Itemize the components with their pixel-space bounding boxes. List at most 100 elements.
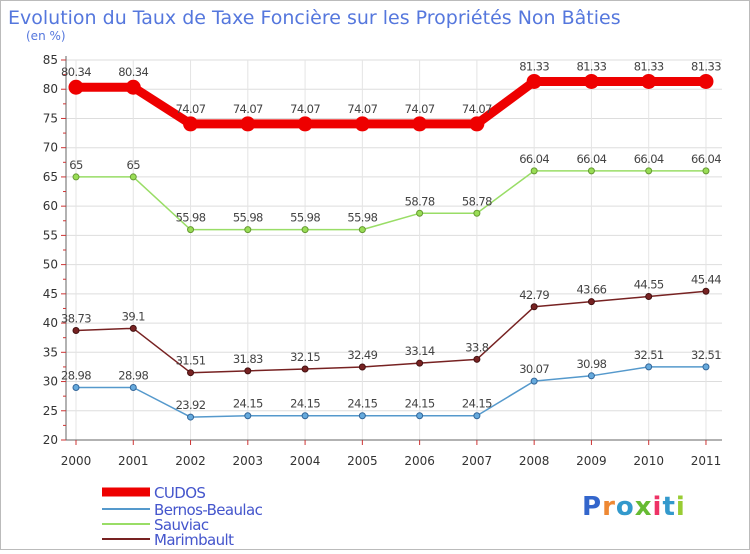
x-tick-label: 2011 <box>691 454 722 468</box>
x-tick-label: 2006 <box>404 454 435 468</box>
data-label-sauviac: 66.04 <box>691 152 721 166</box>
x-tick-label: 2002 <box>175 454 206 468</box>
x-tick-label: 2000 <box>61 454 92 468</box>
data-point-cudos <box>412 116 428 132</box>
data-label-sauviac: 66.04 <box>576 152 606 166</box>
x-tick-label: 2003 <box>233 454 264 468</box>
logo-letter: r <box>602 492 616 522</box>
data-point-bernos-beaulac <box>129 384 137 392</box>
data-point-marimbault <box>702 287 710 295</box>
y-tick-label: 50 <box>43 258 58 272</box>
data-point-cudos <box>240 116 256 132</box>
data-label-cudos: 74.07 <box>290 102 320 116</box>
data-label-bernos-beaulac: 30.98 <box>576 357 606 371</box>
data-point-cudos <box>583 73 599 89</box>
data-point-bernos-beaulac <box>187 413 195 421</box>
data-point-bernos-beaulac <box>702 363 710 371</box>
logo-letter: t <box>662 492 675 522</box>
data-label-marimbault: 39.1 <box>122 309 145 323</box>
x-tick-label: 2005 <box>347 454 378 468</box>
x-tick-label: 2010 <box>633 454 664 468</box>
chart-title: Evolution du Taux de Taxe Foncière sur l… <box>8 7 621 29</box>
data-point-marimbault <box>473 355 481 363</box>
data-label-cudos: 80.34 <box>61 65 91 79</box>
y-tick-label: 25 <box>43 404 58 418</box>
data-label-cudos: 80.34 <box>118 65 148 79</box>
x-tick-label: 2001 <box>118 454 149 468</box>
logo-letter: x <box>635 492 653 522</box>
data-point-marimbault <box>358 363 366 371</box>
y-tick-label: 65 <box>43 170 58 184</box>
y-tick-label: 40 <box>43 316 58 330</box>
data-label-marimbault: 43.66 <box>576 283 606 297</box>
data-label-sauviac: 55.98 <box>176 211 206 225</box>
series-line-marimbault <box>75 290 707 374</box>
data-point-marimbault <box>129 324 137 332</box>
y-tick-label: 80 <box>43 82 58 96</box>
data-label-bernos-beaulac: 32.51 <box>634 348 664 362</box>
data-point-cudos <box>698 73 714 89</box>
data-point-sauviac <box>358 226 366 234</box>
y-tick-label: 30 <box>43 375 58 389</box>
data-point-marimbault <box>416 359 424 367</box>
data-label-cudos: 74.07 <box>176 102 206 116</box>
y-tick-label: 85 <box>43 53 58 67</box>
y-tick-label: 70 <box>43 141 58 155</box>
data-label-sauviac: 58.78 <box>462 194 492 208</box>
data-point-sauviac <box>702 167 710 175</box>
data-label-marimbault: 33.8 <box>465 340 488 354</box>
legend-label-bernos-beaulac: Bernos-Beaulac <box>154 501 263 519</box>
y-axis-label: (en %) <box>26 29 66 43</box>
data-point-cudos <box>526 73 542 89</box>
data-label-cudos: 74.07 <box>405 102 435 116</box>
data-label-marimbault: 33.14 <box>405 344 435 358</box>
data-label-marimbault: 32.15 <box>290 350 320 364</box>
data-point-cudos <box>183 116 199 132</box>
data-point-marimbault <box>187 369 195 377</box>
legend-label-marimbault: Marimbault <box>154 531 234 549</box>
data-point-sauviac <box>587 167 595 175</box>
data-label-sauviac: 58.78 <box>405 194 435 208</box>
x-tick-label: 2007 <box>462 454 493 468</box>
y-tick-label: 55 <box>43 228 58 242</box>
data-label-cudos: 81.33 <box>576 59 606 73</box>
logo-letter: i <box>653 492 663 522</box>
data-point-cudos <box>469 116 485 132</box>
data-label-sauviac: 55.98 <box>233 211 263 225</box>
data-label-marimbault: 31.51 <box>176 354 206 368</box>
data-point-marimbault <box>587 298 595 306</box>
data-point-sauviac <box>416 209 424 217</box>
data-point-sauviac <box>473 209 481 217</box>
logo-letter: i <box>676 492 686 522</box>
x-tick-label: 2008 <box>519 454 550 468</box>
data-point-cudos <box>125 79 141 95</box>
data-label-sauviac: 66.04 <box>634 152 664 166</box>
legend-label-cudos: CUDOS <box>154 484 205 502</box>
data-point-bernos-beaulac <box>358 412 366 420</box>
y-tick-label: 35 <box>43 345 58 359</box>
data-label-bernos-beaulac: 30.07 <box>519 362 549 376</box>
logo-letter: o <box>616 492 635 522</box>
logo-letter: P <box>582 492 602 522</box>
data-label-bernos-beaulac: 24.15 <box>290 397 320 411</box>
data-label-cudos: 81.33 <box>634 59 664 73</box>
y-tick-label: 60 <box>43 199 58 213</box>
data-point-bernos-beaulac <box>301 412 309 420</box>
data-label-bernos-beaulac: 24.15 <box>405 397 435 411</box>
data-point-marimbault <box>244 367 252 375</box>
data-label-cudos: 74.07 <box>347 102 377 116</box>
data-label-marimbault: 45.44 <box>691 272 721 286</box>
data-label-cudos: 81.33 <box>691 59 721 73</box>
data-label-marimbault: 31.83 <box>233 352 263 366</box>
data-point-cudos <box>297 116 313 132</box>
data-label-marimbault: 32.49 <box>347 348 377 362</box>
x-tick-label: 2009 <box>576 454 607 468</box>
data-label-sauviac: 55.98 <box>290 211 320 225</box>
data-point-sauviac <box>645 167 653 175</box>
y-tick-label: 75 <box>43 111 58 125</box>
data-label-sauviac: 66.04 <box>519 152 549 166</box>
data-label-bernos-beaulac: 28.98 <box>118 369 148 383</box>
